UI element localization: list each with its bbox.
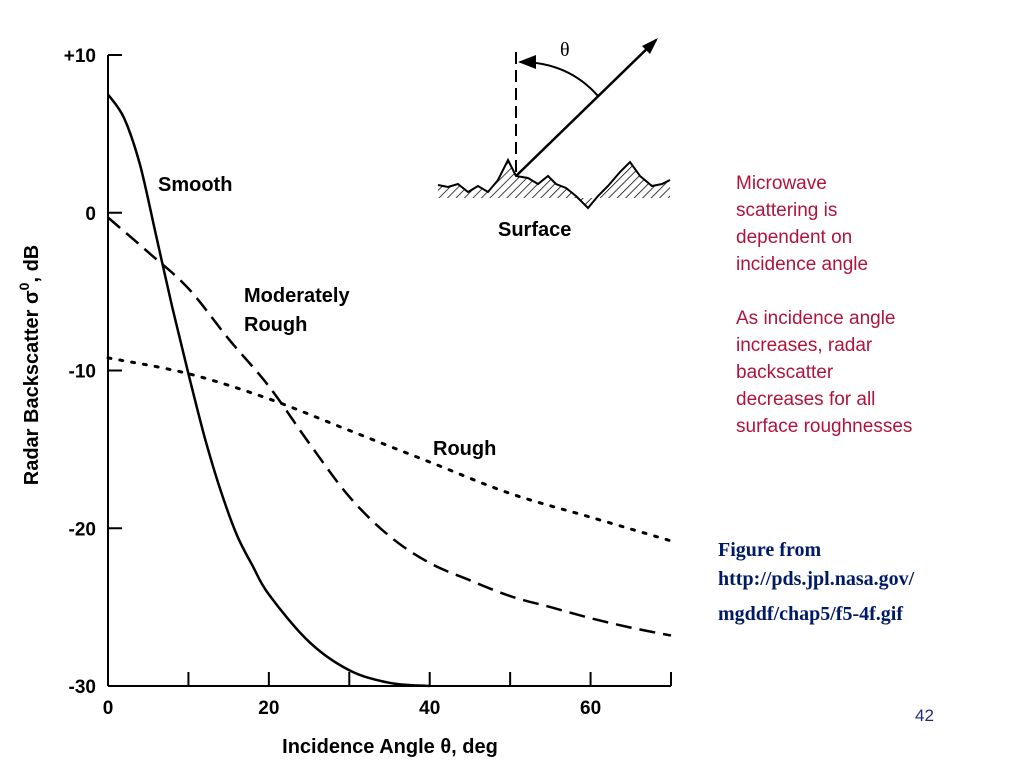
- y-axis-label-suffix: , dB: [21, 245, 43, 283]
- incidence-inset-diagram: θ Surface: [437, 38, 671, 241]
- x-axis-label: Incidence Angle θ, deg: [282, 736, 498, 758]
- surface-label: Surface: [498, 219, 571, 241]
- surface-hatch: [438, 160, 670, 208]
- series-line-moderately-rough: [107, 216, 672, 637]
- note-incidence-angle: As incidence angle increases, radar back…: [736, 308, 913, 437]
- y-axis-label-main: Radar Backscatter σ: [21, 290, 43, 485]
- incidence-ray: [515, 39, 657, 177]
- x-tick-label: 40: [419, 698, 440, 719]
- source-line-1: Figure from: [718, 539, 822, 561]
- axis-ticks: +10 0 -10 -20 -30 0 20 40 60: [64, 46, 672, 719]
- series-line-smooth: [106, 93, 430, 688]
- x-tick-label: 0: [103, 698, 114, 719]
- ray-arrowhead: [642, 38, 658, 54]
- surface-profile: [437, 157, 671, 210]
- source-line-3: mgddf/chap5/f5-4f.gif: [718, 603, 903, 625]
- y-tick-label: -20: [69, 519, 96, 540]
- note-microwave-scattering: Microwave scattering is dependent on inc…: [736, 173, 869, 275]
- y-axis-label: Radar Backscatter σ0, dB: [16, 245, 43, 485]
- y-tick-label: -10: [69, 362, 96, 383]
- series-label-moderately-rough-line2: Rough: [244, 314, 307, 336]
- source-line-2: http://pds.jpl.nasa.gov/: [718, 568, 915, 590]
- series-lines: [106, 93, 673, 688]
- series-label-rough: Rough: [433, 438, 496, 460]
- x-tick-label: 60: [580, 698, 601, 719]
- y-tick-label: +10: [64, 46, 96, 67]
- y-tick-label: -30: [69, 677, 96, 698]
- series-label-smooth: Smooth: [158, 174, 232, 196]
- y-tick-label: 0: [85, 204, 96, 225]
- series-label-moderately-rough: Moderately Rough: [244, 285, 350, 336]
- slide-number: 42: [915, 706, 934, 725]
- x-tick-label: 20: [258, 698, 279, 719]
- figure-source: Figure from http://pds.jpl.nasa.gov/ mgd…: [718, 536, 1018, 629]
- angle-arrowhead: [518, 55, 536, 69]
- series-label-moderately-rough-line1: Moderately: [244, 285, 350, 307]
- theta-symbol: θ: [560, 39, 570, 61]
- y-axis-label-superscript: 0: [16, 282, 32, 290]
